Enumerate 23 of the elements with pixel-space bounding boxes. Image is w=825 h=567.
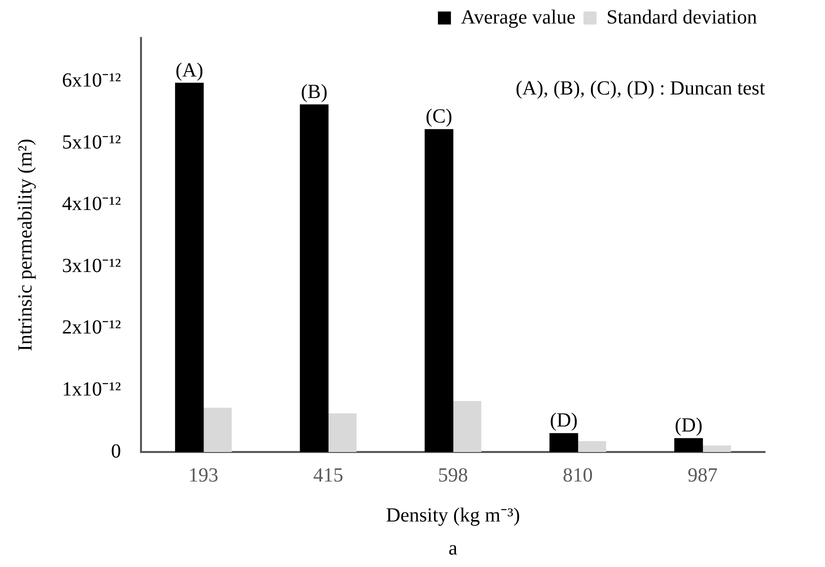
- x-tick-label: 193: [188, 464, 218, 486]
- y-tick-label: 1x10⁻¹²: [62, 378, 121, 400]
- annotation: (A): [176, 59, 204, 82]
- y-axis-title: Intrinsic permeability (m²): [14, 138, 36, 352]
- annotation: (D): [674, 414, 702, 437]
- x-tick-label: 598: [438, 464, 468, 486]
- y-tick-label: 2x10⁻¹²: [62, 316, 121, 339]
- x-tick-label: 415: [313, 464, 344, 486]
- text: a: [448, 537, 458, 560]
- legend-label: Standard deviation: [606, 6, 758, 28]
- y-tick-label: 3x10⁻¹²: [62, 254, 121, 277]
- x-tick-label: 987: [688, 464, 718, 486]
- x-axis-title: Density (kg m⁻³): [386, 504, 520, 526]
- y-tick-label: 5x10⁻¹²: [62, 131, 121, 154]
- legend-label: Average value: [460, 6, 576, 28]
- annotation: (C): [426, 106, 452, 128]
- annotation: (D): [550, 410, 578, 432]
- y-tick-label: 6x10⁻¹²: [62, 70, 121, 92]
- x-tick-label: 810: [562, 464, 593, 486]
- annotation: (B): [300, 80, 328, 103]
- y-tick-label: 4x10⁻¹²: [62, 193, 121, 216]
- annotation: (A), (B), (C), (D) : Duncan test: [516, 77, 766, 100]
- y-tick-label: 0: [110, 440, 121, 462]
